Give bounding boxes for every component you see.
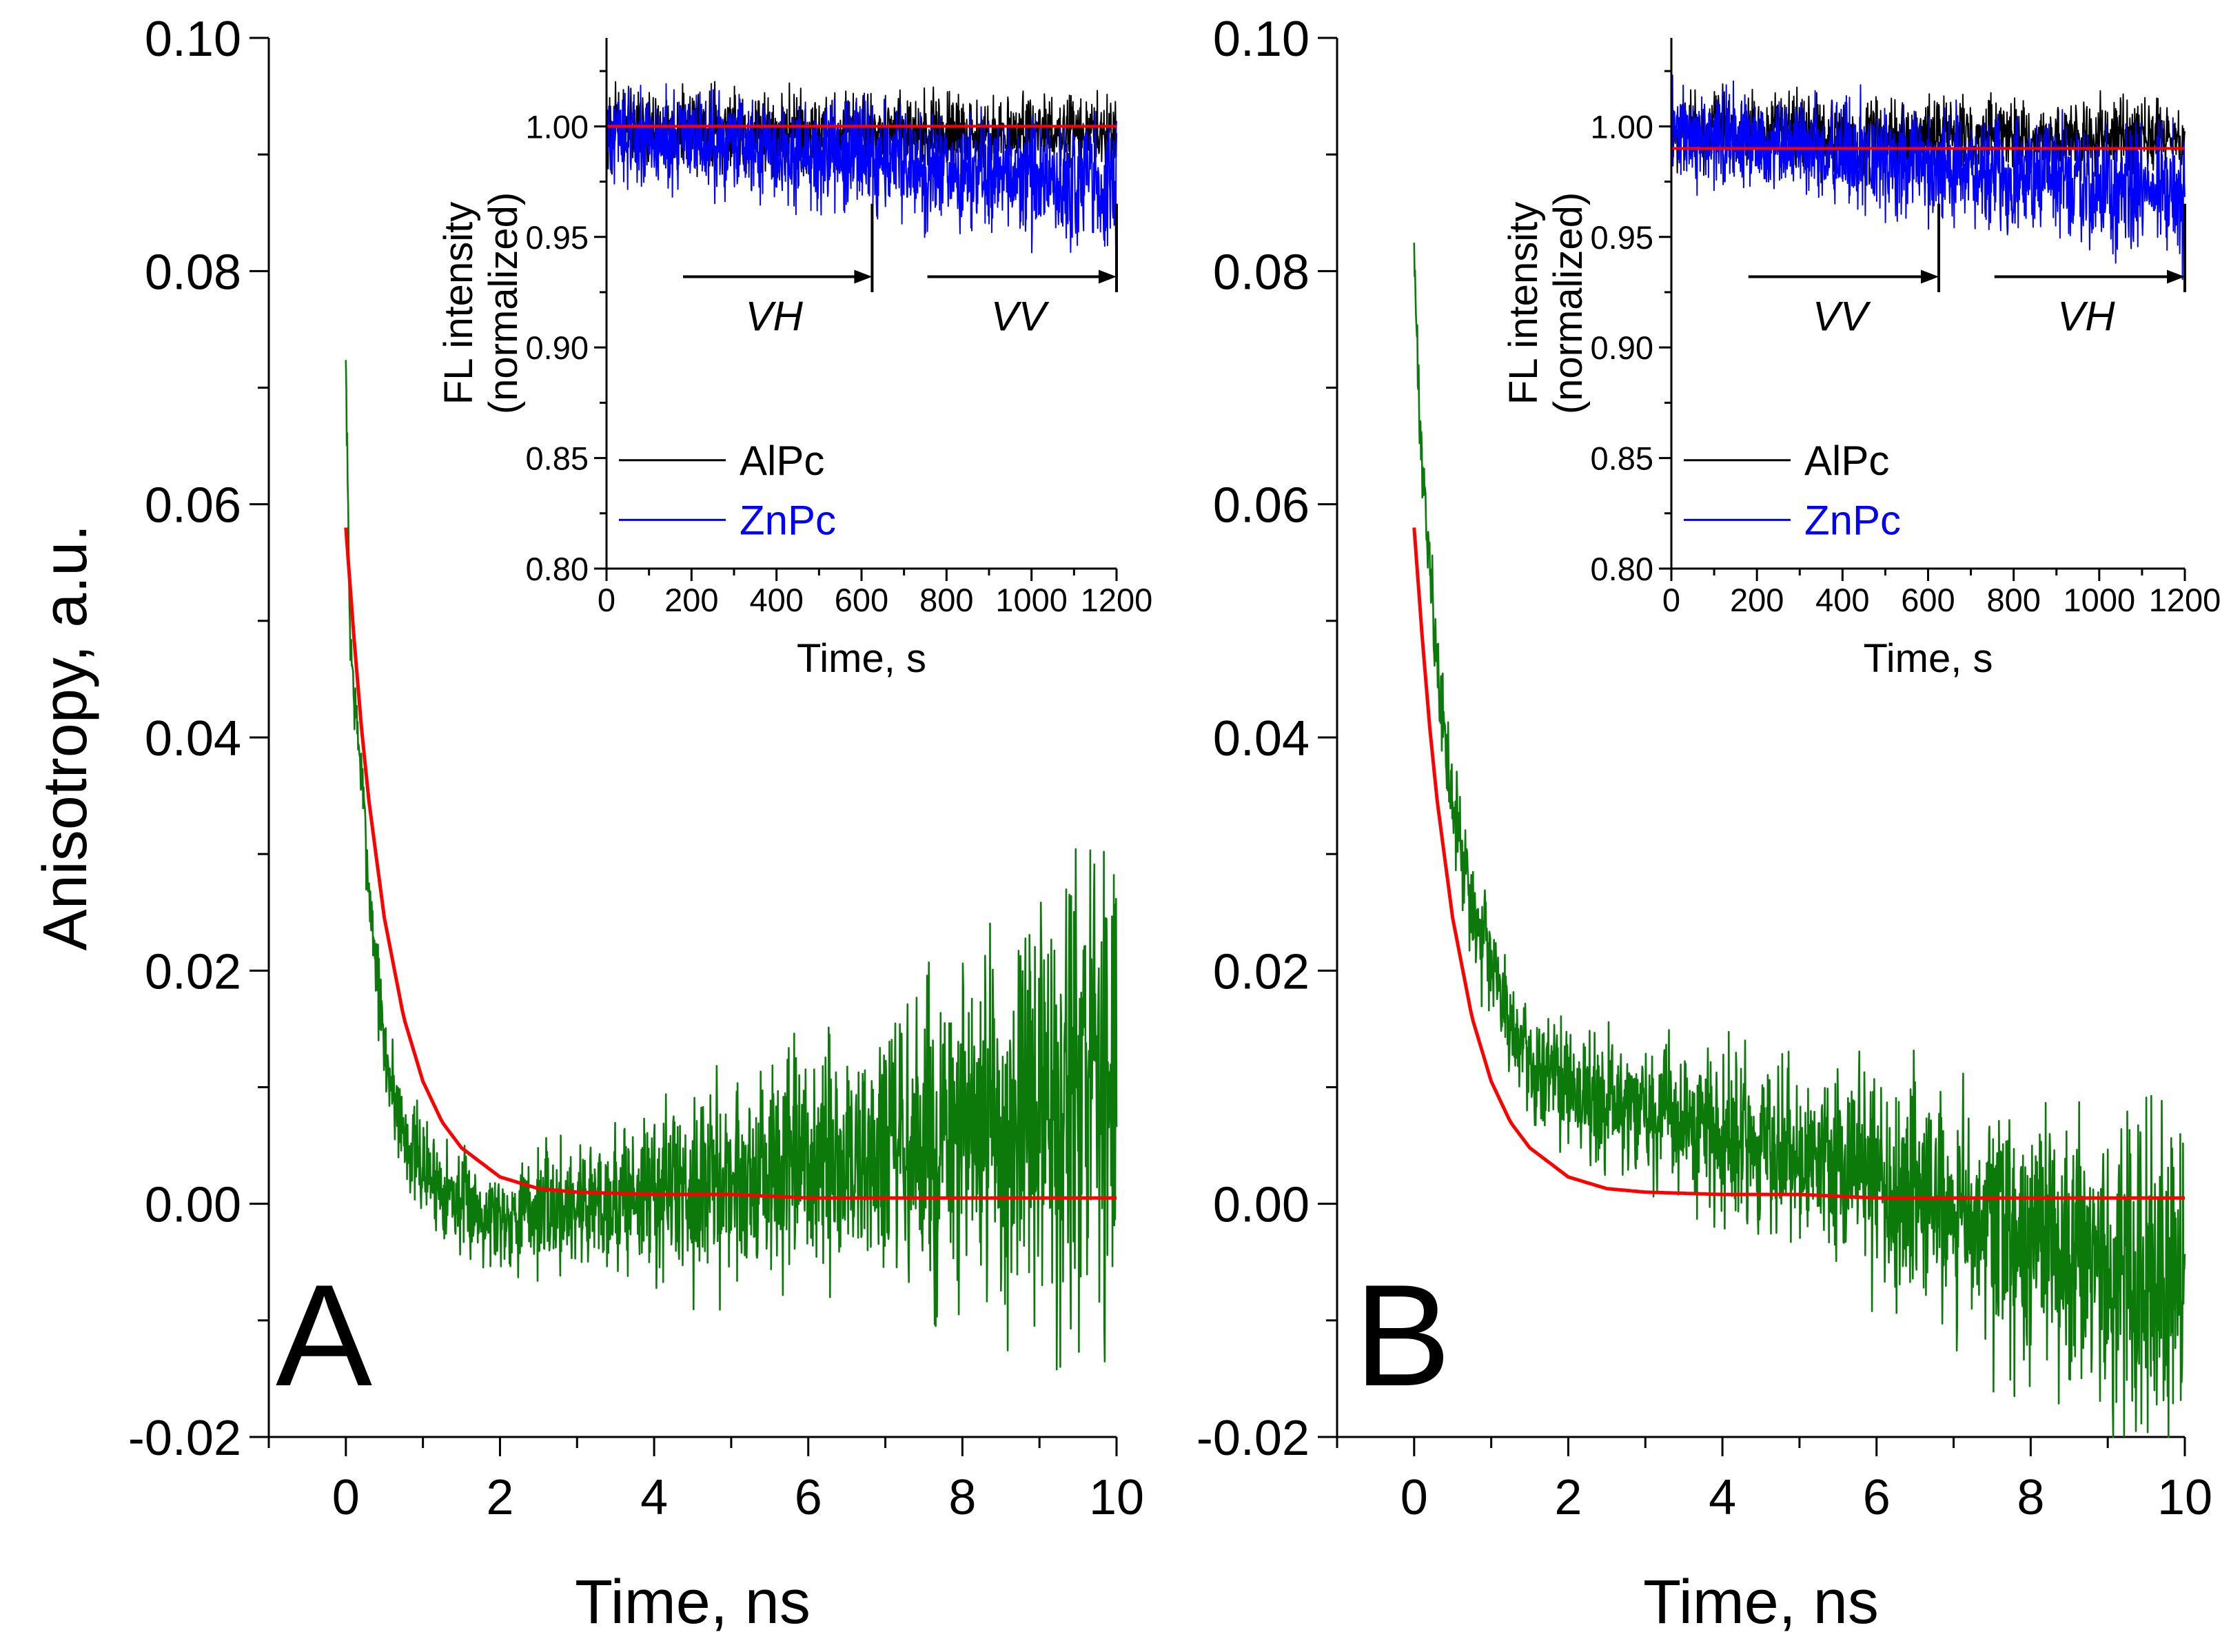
panel-letter: B — [1354, 1254, 1451, 1416]
inset-x-tick-label: 1200 — [2149, 582, 2221, 618]
inset-x-tick-label: 1000 — [995, 582, 1068, 618]
inset-phase-arrowhead — [1099, 269, 1117, 284]
y-tick-label: 0.02 — [1213, 944, 1310, 999]
inset-y-tick-label: 0.95 — [526, 219, 589, 256]
inset-x-tick-label: 800 — [1986, 582, 2040, 618]
y-tick-label: 0.10 — [145, 12, 241, 67]
y-tick-label: 0.00 — [145, 1178, 241, 1233]
x-tick-label: 10 — [2157, 1470, 2212, 1525]
inset-x-tick-label: 400 — [1815, 582, 1869, 618]
inset-phase-label: VH — [746, 294, 804, 340]
inset-znpc-trace — [606, 83, 1117, 254]
y-tick-label: 0.04 — [145, 711, 241, 766]
y-tick-label: 0.08 — [145, 245, 241, 300]
fit-curve — [344, 527, 1117, 1200]
inset-znpc-trace — [1671, 74, 2186, 281]
x-tick-label: 2 — [486, 1470, 513, 1525]
inset-x-axis-title: Time, s — [797, 636, 926, 681]
inset-y-tick-label: 1.00 — [526, 108, 589, 145]
anisotropy-data-trace — [345, 360, 1118, 1371]
legend-znpc-label: ZnPc — [1804, 497, 1901, 543]
inset-y-tick-label: 0.90 — [1591, 329, 1653, 366]
y-tick-label: -0.02 — [1196, 1411, 1310, 1466]
inset-x-tick-label: 1200 — [1081, 582, 1153, 618]
inset-phase-label: VH — [2057, 294, 2115, 340]
inset-y-tick-label: 0.85 — [526, 440, 589, 477]
y-tick-label: 0.04 — [1213, 711, 1310, 766]
inset-phase-label: VV — [991, 294, 1050, 340]
inset-phase-label: VV — [1813, 294, 1871, 340]
x-axis-title: Time, ns — [575, 1568, 811, 1637]
inset-phase-arrowhead — [2167, 269, 2185, 284]
inset-y-axis-title-line1: FL intensity — [1501, 202, 1546, 405]
inset-y-tick-label: 0.90 — [526, 329, 589, 366]
x-axis-title: Time, ns — [1643, 1568, 1879, 1637]
inset-chart: 0.80 0.85 0.90 0.95 1.00 0 200 400 600 800 1000 120… — [436, 38, 1152, 681]
y-axis-title: Anisotropy, a.u. — [31, 524, 100, 951]
inset-phase-arrowhead — [854, 269, 873, 284]
x-tick-label: 6 — [1863, 1470, 1891, 1525]
fit-curve — [1412, 527, 2185, 1200]
x-tick-label: 2 — [1554, 1470, 1582, 1525]
inset-phase-arrowhead — [1921, 269, 1939, 284]
inset-y-tick-label: 0.95 — [1591, 219, 1653, 256]
y-tick-label: 0.06 — [1213, 478, 1310, 533]
inset-x-tick-label: 0 — [1662, 582, 1680, 618]
inset-x-tick-label: 600 — [835, 582, 888, 618]
x-tick-label: 10 — [1089, 1470, 1144, 1525]
inset-y-axis-title-line1: FL intensity — [436, 202, 481, 405]
legend-alpc-label: AlPc — [1804, 438, 1889, 484]
x-tick-label: 4 — [1709, 1470, 1736, 1525]
anisotropy-data-trace — [1413, 243, 2186, 1438]
inset-y-tick-label: 1.00 — [1591, 108, 1653, 145]
y-tick-label: -0.02 — [128, 1411, 241, 1466]
inset-y-tick-label: 0.80 — [526, 551, 589, 587]
legend-znpc-label: ZnPc — [740, 497, 836, 543]
x-tick-label: 0 — [1400, 1470, 1428, 1525]
x-tick-label: 6 — [795, 1470, 822, 1525]
inset-x-tick-label: 0 — [598, 582, 615, 618]
y-tick-label: 0.08 — [1213, 245, 1310, 300]
y-tick-label: 0.06 — [145, 478, 241, 533]
inset-x-tick-label: 800 — [919, 582, 973, 618]
inset-y-tick-label: 0.85 — [1591, 440, 1653, 477]
y-tick-label: 0.10 — [1213, 12, 1310, 67]
inset-x-tick-label: 200 — [664, 582, 718, 618]
inset-x-tick-label: 400 — [749, 582, 803, 618]
inset-x-axis-title: Time, s — [1864, 636, 1993, 681]
panel-b: -0.02 0.00 0.02 0.04 0.06 0.08 0.10 0 2 4 6 8 10 Time… — [1196, 12, 2221, 1637]
panel-letter: A — [276, 1254, 372, 1416]
legend-alpc-label: AlPc — [740, 438, 824, 484]
inset-x-tick-label: 200 — [1730, 582, 1784, 618]
x-tick-label: 4 — [640, 1470, 668, 1525]
x-tick-label: 0 — [332, 1470, 360, 1525]
y-tick-label: 0.02 — [145, 944, 241, 999]
y-tick-label: 0.00 — [1213, 1178, 1310, 1233]
inset-x-tick-label: 1000 — [2064, 582, 2136, 618]
inset-y-axis-title-line2: (normalized) — [481, 192, 526, 414]
inset-y-axis-title-line2: (normalized) — [1546, 192, 1591, 414]
inset-x-tick-label: 600 — [1901, 582, 1955, 618]
inset-y-tick-label: 0.80 — [1591, 551, 1653, 587]
panel-a: -0.02 0.00 0.02 0.04 0.06 0.08 0.10 0 2 4 6 8 10 Time… — [31, 12, 1152, 1637]
inset-chart: 0.80 0.85 0.90 0.95 1.00 0 200 400 600 800 1000 120… — [1501, 38, 2221, 681]
x-tick-label: 8 — [2017, 1470, 2044, 1525]
x-tick-label: 8 — [948, 1470, 976, 1525]
